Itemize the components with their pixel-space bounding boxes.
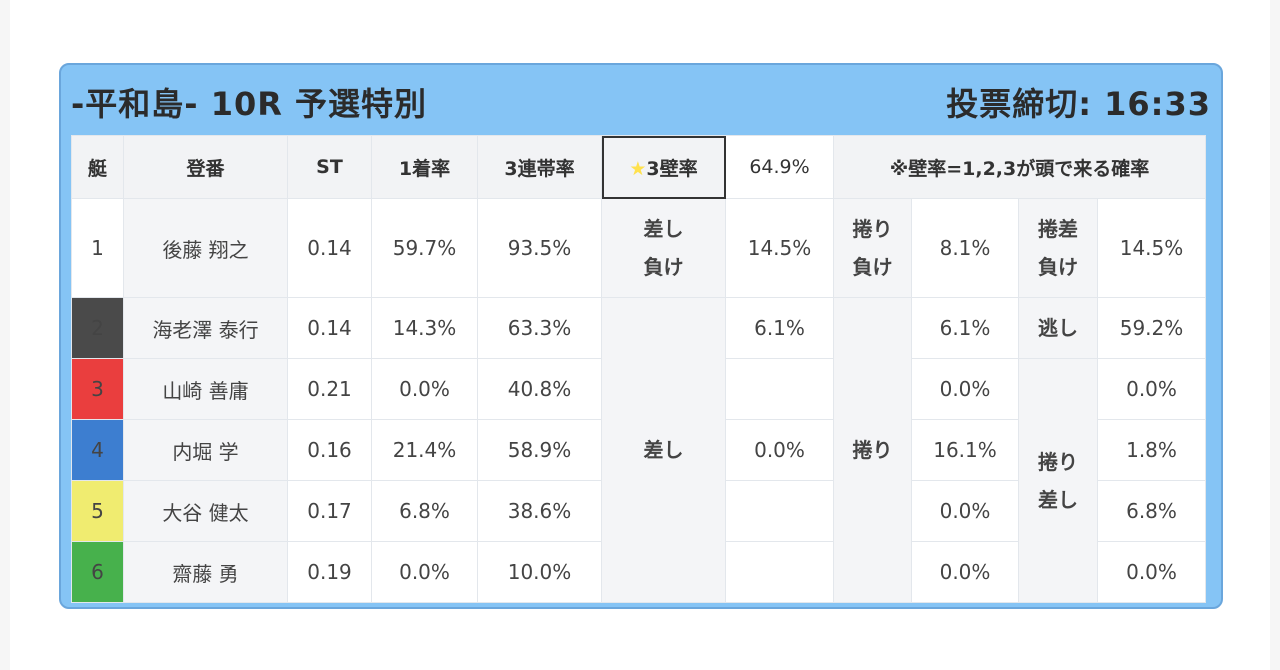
racer-name: 齋藤 勇 [123, 541, 288, 603]
racer-name: 大谷 健太 [123, 480, 288, 542]
racer-name: 後藤 翔之 [123, 198, 288, 298]
st-value: 0.16 [287, 419, 372, 481]
rate-makuri: 6.1% [911, 297, 1019, 359]
rate-sashi-empty [725, 358, 834, 420]
boat-number: 4 [71, 419, 124, 481]
rate-makuri: 0.0% [911, 358, 1019, 420]
boat-number: 5 [71, 480, 124, 542]
top3-rate-value: 40.8% [477, 358, 602, 420]
racer-name: 山崎 善庸 [123, 358, 288, 420]
pattern-makurisashi: 捲り 差し [1018, 358, 1098, 603]
pattern-nige: 逃し [1018, 297, 1098, 359]
rate-makuri: 16.1% [911, 419, 1019, 481]
racer-name: 内堀 学 [123, 419, 288, 481]
racer-name: 海老澤 泰行 [123, 297, 288, 359]
rate-sashi: 6.1% [725, 297, 834, 359]
col-register: 登番 [123, 135, 288, 199]
rate-makurisashi: 0.0% [1097, 358, 1206, 420]
table-row: 2 海老澤 泰行 0.14 14.3% 63.3% 差し 6.1% 捲り 6.1… [71, 297, 1206, 603]
top3-rate-value: 93.5% [477, 198, 602, 298]
pattern-label: 捲差 負け [1038, 217, 1078, 279]
st-value: 0.19 [287, 541, 372, 603]
pattern-makuri-make: 捲り 負け [833, 198, 912, 298]
header-row: 艇 登番 ST 1着率 3連帯率 ★3壁率 64.9% ※壁率=1,2,3が頭で… [71, 135, 1206, 199]
table-row: 6 齋藤 勇 0.19 0.0% 10.0% 0.0% 0.0% [71, 541, 1206, 603]
top3-rate-value: 58.9% [477, 419, 602, 481]
wall-rate-note: ※壁率=1,2,3が頭で来る確率 [833, 135, 1206, 199]
table-row: 1 後藤 翔之 0.14 59.7% 93.5% 差し 負け 14.5% 捲り … [71, 198, 1206, 298]
rate-nige: 59.2% [1097, 297, 1206, 359]
st-value: 0.14 [287, 297, 372, 359]
rate-sashi-empty [725, 541, 834, 603]
st-value: 0.14 [287, 198, 372, 298]
table-row: 5 大谷 健太 0.17 6.8% 38.6% 0.0% 6.8% [71, 480, 1206, 542]
col-first-rate: 1着率 [371, 135, 478, 199]
race-table: 艇 登番 ST 1着率 3連帯率 ★3壁率 64.9% ※壁率=1,2,3が頭で… [71, 135, 1206, 603]
pattern-label: 捲り 負け [852, 217, 893, 279]
page: -平和島- 10R 予選特別 投票締切: 16:33 艇 登番 ST 1着率 3… [10, 0, 1270, 670]
pattern-makuri: 捲り [833, 297, 912, 603]
boat-number: 2 [71, 297, 124, 359]
boat-number: 3 [71, 358, 124, 420]
st-value: 0.17 [287, 480, 372, 542]
col-wall-rate: ★3壁率 [601, 135, 726, 199]
pattern-sashi: 差し [601, 297, 726, 603]
top3-rate-value: 38.6% [477, 480, 602, 542]
top3-rate-value: 63.3% [477, 297, 602, 359]
pattern-makurisashi-make: 捲差 負け [1018, 198, 1098, 298]
top3-rate-value: 10.0% [477, 541, 602, 603]
first-rate-value: 0.0% [371, 358, 478, 420]
pattern-label: 差し 負け [643, 217, 684, 279]
rate-makurisashi: 0.0% [1097, 541, 1206, 603]
rate-sashi: 0.0% [725, 419, 834, 481]
col-top3-rate: 3連帯率 [477, 135, 602, 199]
st-value: 0.21 [287, 358, 372, 420]
race-card: -平和島- 10R 予選特別 投票締切: 16:33 艇 登番 ST 1着率 3… [59, 63, 1223, 609]
first-rate-value: 0.0% [371, 541, 478, 603]
boat-number: 1 [71, 198, 124, 298]
first-rate-value: 59.7% [371, 198, 478, 298]
rate-makurisashi: 6.8% [1097, 480, 1206, 542]
first-rate-value: 21.4% [371, 419, 478, 481]
rate-makuri-make: 8.1% [911, 198, 1019, 298]
table-row: 3 山崎 善庸 0.21 0.0% 40.8% 0.0% 捲り 差し 0.0% [71, 358, 1206, 603]
boat-number: 6 [71, 541, 124, 603]
pattern-label: 捲り 差し [1038, 449, 1078, 512]
wall-rate-value: 64.9% [725, 135, 834, 199]
rate-makurisashi-make: 14.5% [1097, 198, 1206, 298]
rate-sashi-empty [725, 480, 834, 542]
wall-rate-label: 3壁率 [646, 157, 698, 180]
first-rate-value: 14.3% [371, 297, 478, 359]
first-rate-value: 6.8% [371, 480, 478, 542]
col-st: ST [287, 135, 372, 199]
star-icon: ★ [629, 157, 647, 180]
rate-makuri: 0.0% [911, 480, 1019, 542]
col-boat: 艇 [71, 135, 124, 199]
rate-makuri: 0.0% [911, 541, 1019, 603]
voting-deadline: 投票締切: 16:33 [946, 85, 1211, 123]
rate-makurisashi: 1.8% [1097, 419, 1206, 481]
pattern-sashi-make: 差し 負け [601, 198, 726, 298]
race-title: -平和島- 10R 予選特別 [71, 85, 428, 123]
rate-sashi-make: 14.5% [725, 198, 834, 298]
